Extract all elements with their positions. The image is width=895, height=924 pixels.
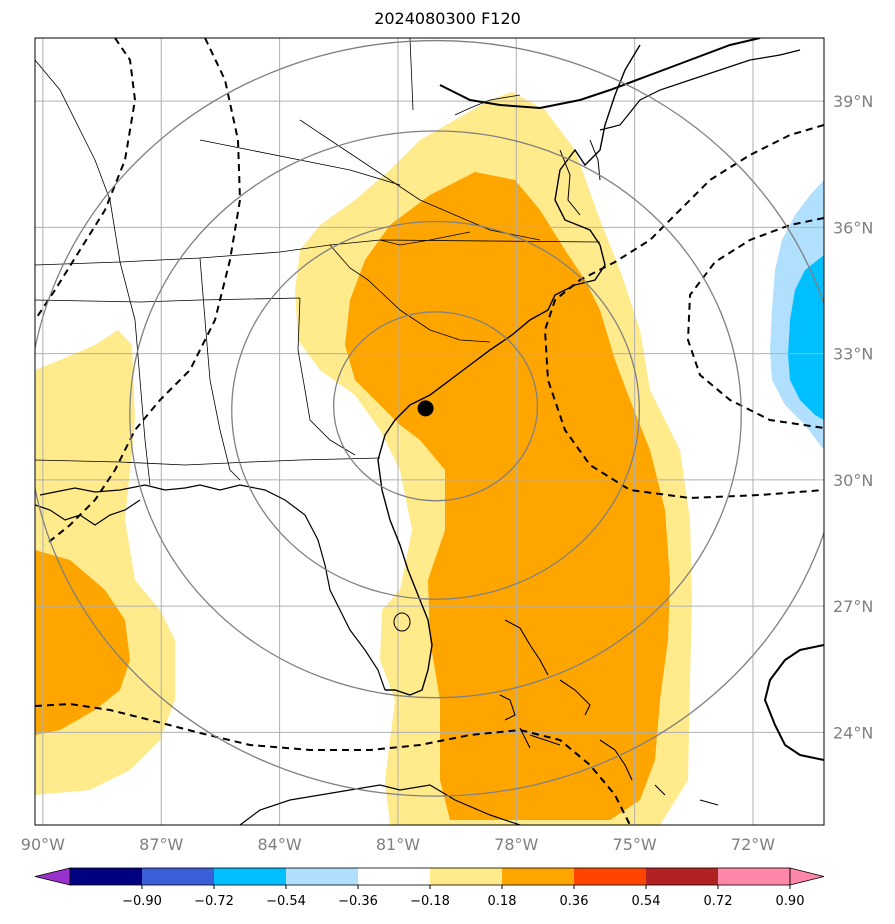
range-rings (35, 40, 824, 797)
latitude-label: 33°N (833, 345, 873, 364)
latitude-label: 30°N (833, 471, 873, 490)
shade-orange-west (35, 550, 130, 735)
latitude-label: 27°N (833, 597, 873, 616)
colorbar-bin (430, 868, 503, 885)
contour-dashed-5 (35, 702, 631, 825)
contour-dashed-1 (35, 38, 137, 321)
contour-solid-north (439, 38, 761, 110)
map-frame (34, 37, 825, 826)
latitude-label: 36°N (833, 218, 873, 237)
colorbar-bin (214, 868, 287, 885)
colorbar-bin (646, 868, 719, 885)
longitude-label: 87°W (139, 835, 183, 854)
contour-dashed-4 (686, 217, 824, 429)
colorbar-bin (358, 868, 431, 885)
colorbar-tick-label: 0.90 (776, 894, 805, 909)
longitude-label: 75°W (613, 835, 657, 854)
contour-solid-southeast (763, 644, 824, 761)
colorbar-bin (718, 868, 791, 885)
colorbar-bin (574, 868, 647, 885)
colorbar-tick-label: −0.72 (194, 894, 234, 909)
coastline-us-east (377, 44, 641, 696)
contour-dashed-2 (44, 38, 242, 546)
range-ring (333, 311, 539, 502)
colorbar-tick-label: 0.54 (632, 894, 661, 909)
colorbar-bin (142, 868, 215, 885)
shade-orange-east (345, 172, 670, 820)
coastline-gulf-la (35, 499, 141, 526)
colorbar-tick-label: 0.36 (560, 894, 589, 909)
latitude-label: 39°N (833, 92, 873, 111)
colorbar: −0.90 −0.72 −0.54 −0.36 −0.18 0.18 0.36 0.54 0.7… (34, 867, 825, 909)
shade-blue-east (788, 255, 824, 420)
coastline-chesapeake (559, 139, 601, 216)
colorbar-tick-label: −0.18 (410, 894, 450, 909)
latitude-label: 24°N (833, 723, 873, 742)
storm-center-marker (417, 400, 434, 417)
longitude-label: 81°W (376, 835, 420, 854)
anomaly-shading (35, 92, 824, 825)
longitude-labels: 90°W 87°W 84°W 81°W 78°W 75°W 72°W (21, 835, 775, 854)
range-ring (231, 220, 641, 600)
colorbar-bin (70, 868, 143, 885)
colorbar-over-extend (789, 867, 825, 886)
coastline-cuba (239, 784, 521, 825)
colorbar-tick-label: −0.54 (266, 894, 306, 909)
coastline-northeast (599, 49, 801, 131)
contour-dashed-3 (543, 124, 824, 500)
colorbar-under-extend (34, 867, 71, 886)
colorbar-tick-label: −0.90 (122, 894, 162, 909)
map-title: 2024080300 F120 (374, 9, 521, 28)
longitude-label: 90°W (21, 835, 65, 854)
longitude-label: 84°W (257, 835, 301, 854)
colorbar-tick-label: 0.72 (704, 894, 733, 909)
range-ring (129, 130, 742, 699)
range-ring (35, 40, 824, 797)
coastline-florida-west (39, 484, 386, 691)
colorbar-tick-label: −0.36 (338, 894, 378, 909)
longitude-label: 78°W (494, 835, 538, 854)
longitude-label: 72°W (731, 835, 775, 854)
latitude-labels: 24°N 27°N 30°N 33°N 36°N 39°N (833, 92, 873, 742)
lake-okeechobee (393, 612, 411, 632)
colorbar-bin (286, 868, 359, 885)
islands-bahamas (499, 619, 719, 806)
colorbar-tick-label: 0.18 (488, 894, 517, 909)
colorbar-bin (502, 868, 575, 885)
